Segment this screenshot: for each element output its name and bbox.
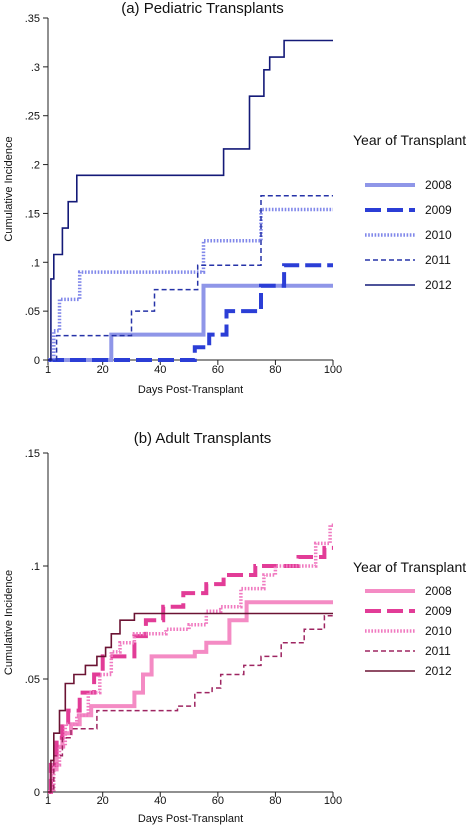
series-line-2010 [48, 523, 333, 794]
series-line-2009 [48, 545, 333, 794]
series-line-2012 [48, 39, 333, 361]
x-tick-label: 100 [324, 795, 342, 807]
x-tick-label: 20 [97, 795, 109, 807]
legend-label: 2012 [425, 278, 452, 292]
legend-label: 2011 [425, 253, 451, 267]
legend-label: 2011 [425, 644, 451, 658]
legend-label: 2010 [425, 228, 452, 242]
series-line-2011 [48, 614, 333, 793]
y-tick-label: 0 [34, 787, 40, 799]
x-tick-label: 60 [212, 364, 224, 376]
series-line-2011 [48, 195, 333, 361]
legend-label: 2009 [425, 604, 452, 618]
legend-label: 2008 [425, 178, 452, 192]
x-tick-label: 1 [45, 364, 51, 376]
y-tick-label: .1 [31, 257, 40, 269]
panel-pediatric: (a) Pediatric Transplants 0 .05 .1 .15 .2 .25.… [3, 0, 466, 396]
y-axis-label: Cumulative Incidence [3, 136, 15, 241]
x-axis-label: Days Post-Transplant [138, 813, 243, 825]
series-line-2009 [48, 263, 333, 362]
x-tick-label: 60 [212, 795, 224, 807]
legend-title: Year of Transplant [353, 132, 466, 148]
y-tick-label: .3 [31, 62, 40, 74]
x-tick-label: 40 [154, 364, 166, 376]
y-tick-label: .05 [25, 306, 40, 318]
x-tick-label: 1 [45, 795, 51, 807]
y-tick-label: .2 [31, 160, 40, 172]
legend-title: Year of Transplant [353, 559, 466, 575]
x-tick-label: 20 [97, 364, 109, 376]
y-tick-label: .25 [25, 111, 40, 123]
legend-label: 2009 [425, 203, 452, 217]
panel-adult: (b) Adult Transplants 0 .05 .1 .15 1 20 40 60 80 1… [3, 430, 466, 825]
series-line-2008 [48, 283, 333, 362]
y-tick-label: 0 [34, 355, 40, 367]
y-tick-label: .1 [31, 561, 40, 573]
chart-title: (a) Pediatric Transplants [121, 0, 284, 17]
x-tick-label: 100 [324, 364, 342, 376]
y-tick-label: .15 [25, 448, 40, 460]
x-axis-label: Days Post-Transplant [138, 384, 243, 396]
legend-label: 2008 [425, 584, 452, 598]
x-tick-label: 80 [269, 795, 281, 807]
legend-label: 2012 [425, 664, 452, 678]
x-tick-label: 40 [154, 795, 166, 807]
series-line-2012 [48, 612, 333, 793]
y-axis-label: Cumulative Incidence [3, 570, 15, 675]
x-tick-label: 80 [269, 364, 281, 376]
series-line-2008 [48, 600, 333, 794]
y-tick-label: .15 [25, 208, 40, 220]
chart-title: (b) Adult Transplants [134, 430, 272, 447]
legend-label: 2010 [425, 624, 452, 638]
y-tick-label: .05 [25, 674, 40, 686]
y-tick-label: .35 [25, 13, 40, 25]
